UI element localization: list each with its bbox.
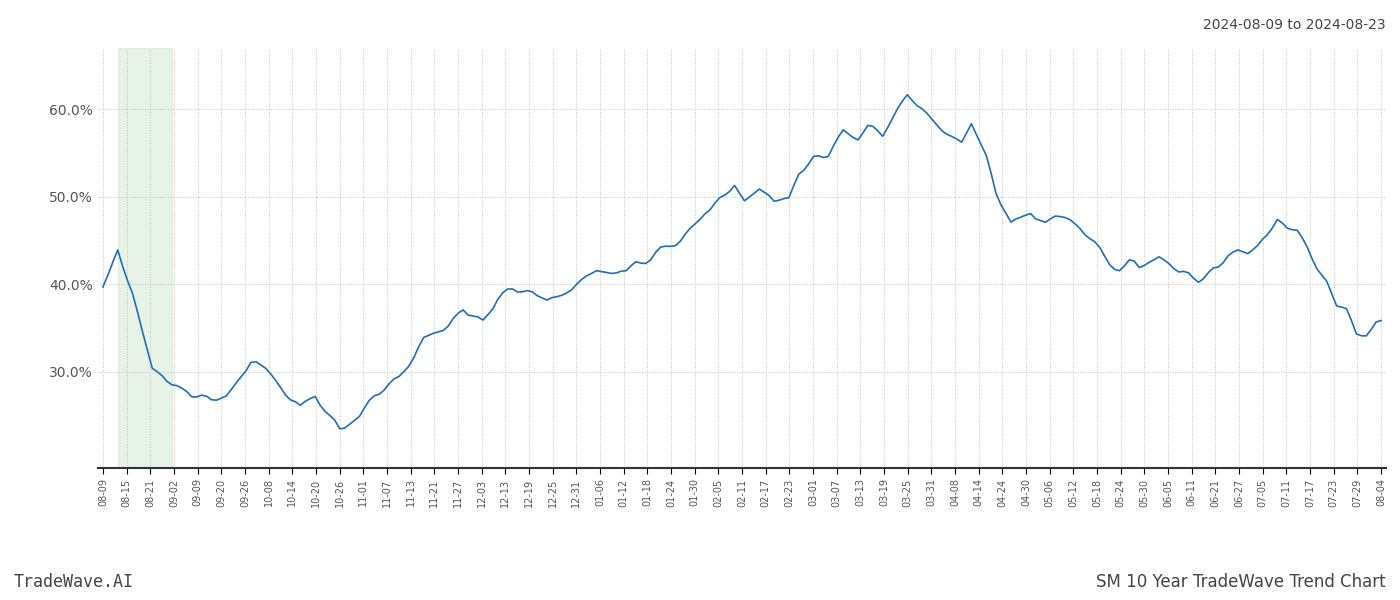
Text: SM 10 Year TradeWave Trend Chart: SM 10 Year TradeWave Trend Chart bbox=[1096, 573, 1386, 591]
Bar bbox=[118, 48, 172, 468]
Text: 2024-08-09 to 2024-08-23: 2024-08-09 to 2024-08-23 bbox=[1204, 18, 1386, 32]
Text: TradeWave.AI: TradeWave.AI bbox=[14, 573, 134, 591]
